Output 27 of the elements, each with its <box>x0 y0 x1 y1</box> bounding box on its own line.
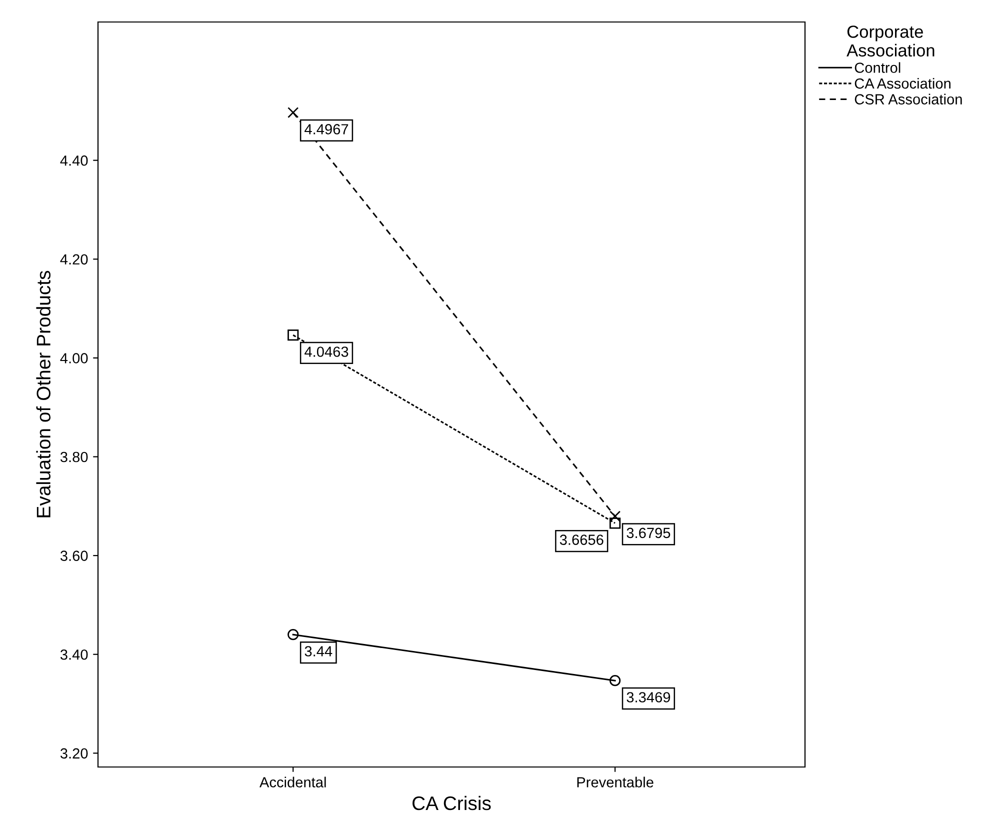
point <box>609 510 621 522</box>
y-tick-label: 3.80 <box>60 452 88 462</box>
x-axis-title: CA Crisis <box>412 796 491 810</box>
y-tick-label: 4.20 <box>60 254 88 265</box>
legend-label: Control <box>854 62 900 73</box>
point <box>288 330 299 341</box>
data-label: 3.6656 <box>560 534 604 545</box>
legend-label: CA Association <box>854 78 950 89</box>
legend-title: Corporate Association <box>846 26 934 57</box>
point <box>609 675 621 686</box>
y-tick-label: 3.20 <box>60 748 88 759</box>
data-label: 3.44 <box>304 646 332 656</box>
legend-label: CSR Association <box>854 94 962 104</box>
data-label: 3.6795 <box>626 528 670 538</box>
x-tick-label: Accidental <box>259 776 326 788</box>
y-tick-label: 3.40 <box>60 649 88 660</box>
y-axis-title: Evaluation of Other Products <box>36 270 50 518</box>
data-label: 3.3469 <box>626 692 670 702</box>
data-label: 4.0463 <box>304 346 348 357</box>
data-label: 4.4967 <box>304 124 348 134</box>
y-tick-label: 4.00 <box>60 353 88 364</box>
point <box>288 107 299 118</box>
y-tick-label: 3.60 <box>60 550 88 561</box>
x-tick-label: Preventable <box>577 776 654 788</box>
y-tick-label: 4.40 <box>60 155 88 166</box>
point <box>288 629 299 640</box>
point <box>609 518 621 529</box>
